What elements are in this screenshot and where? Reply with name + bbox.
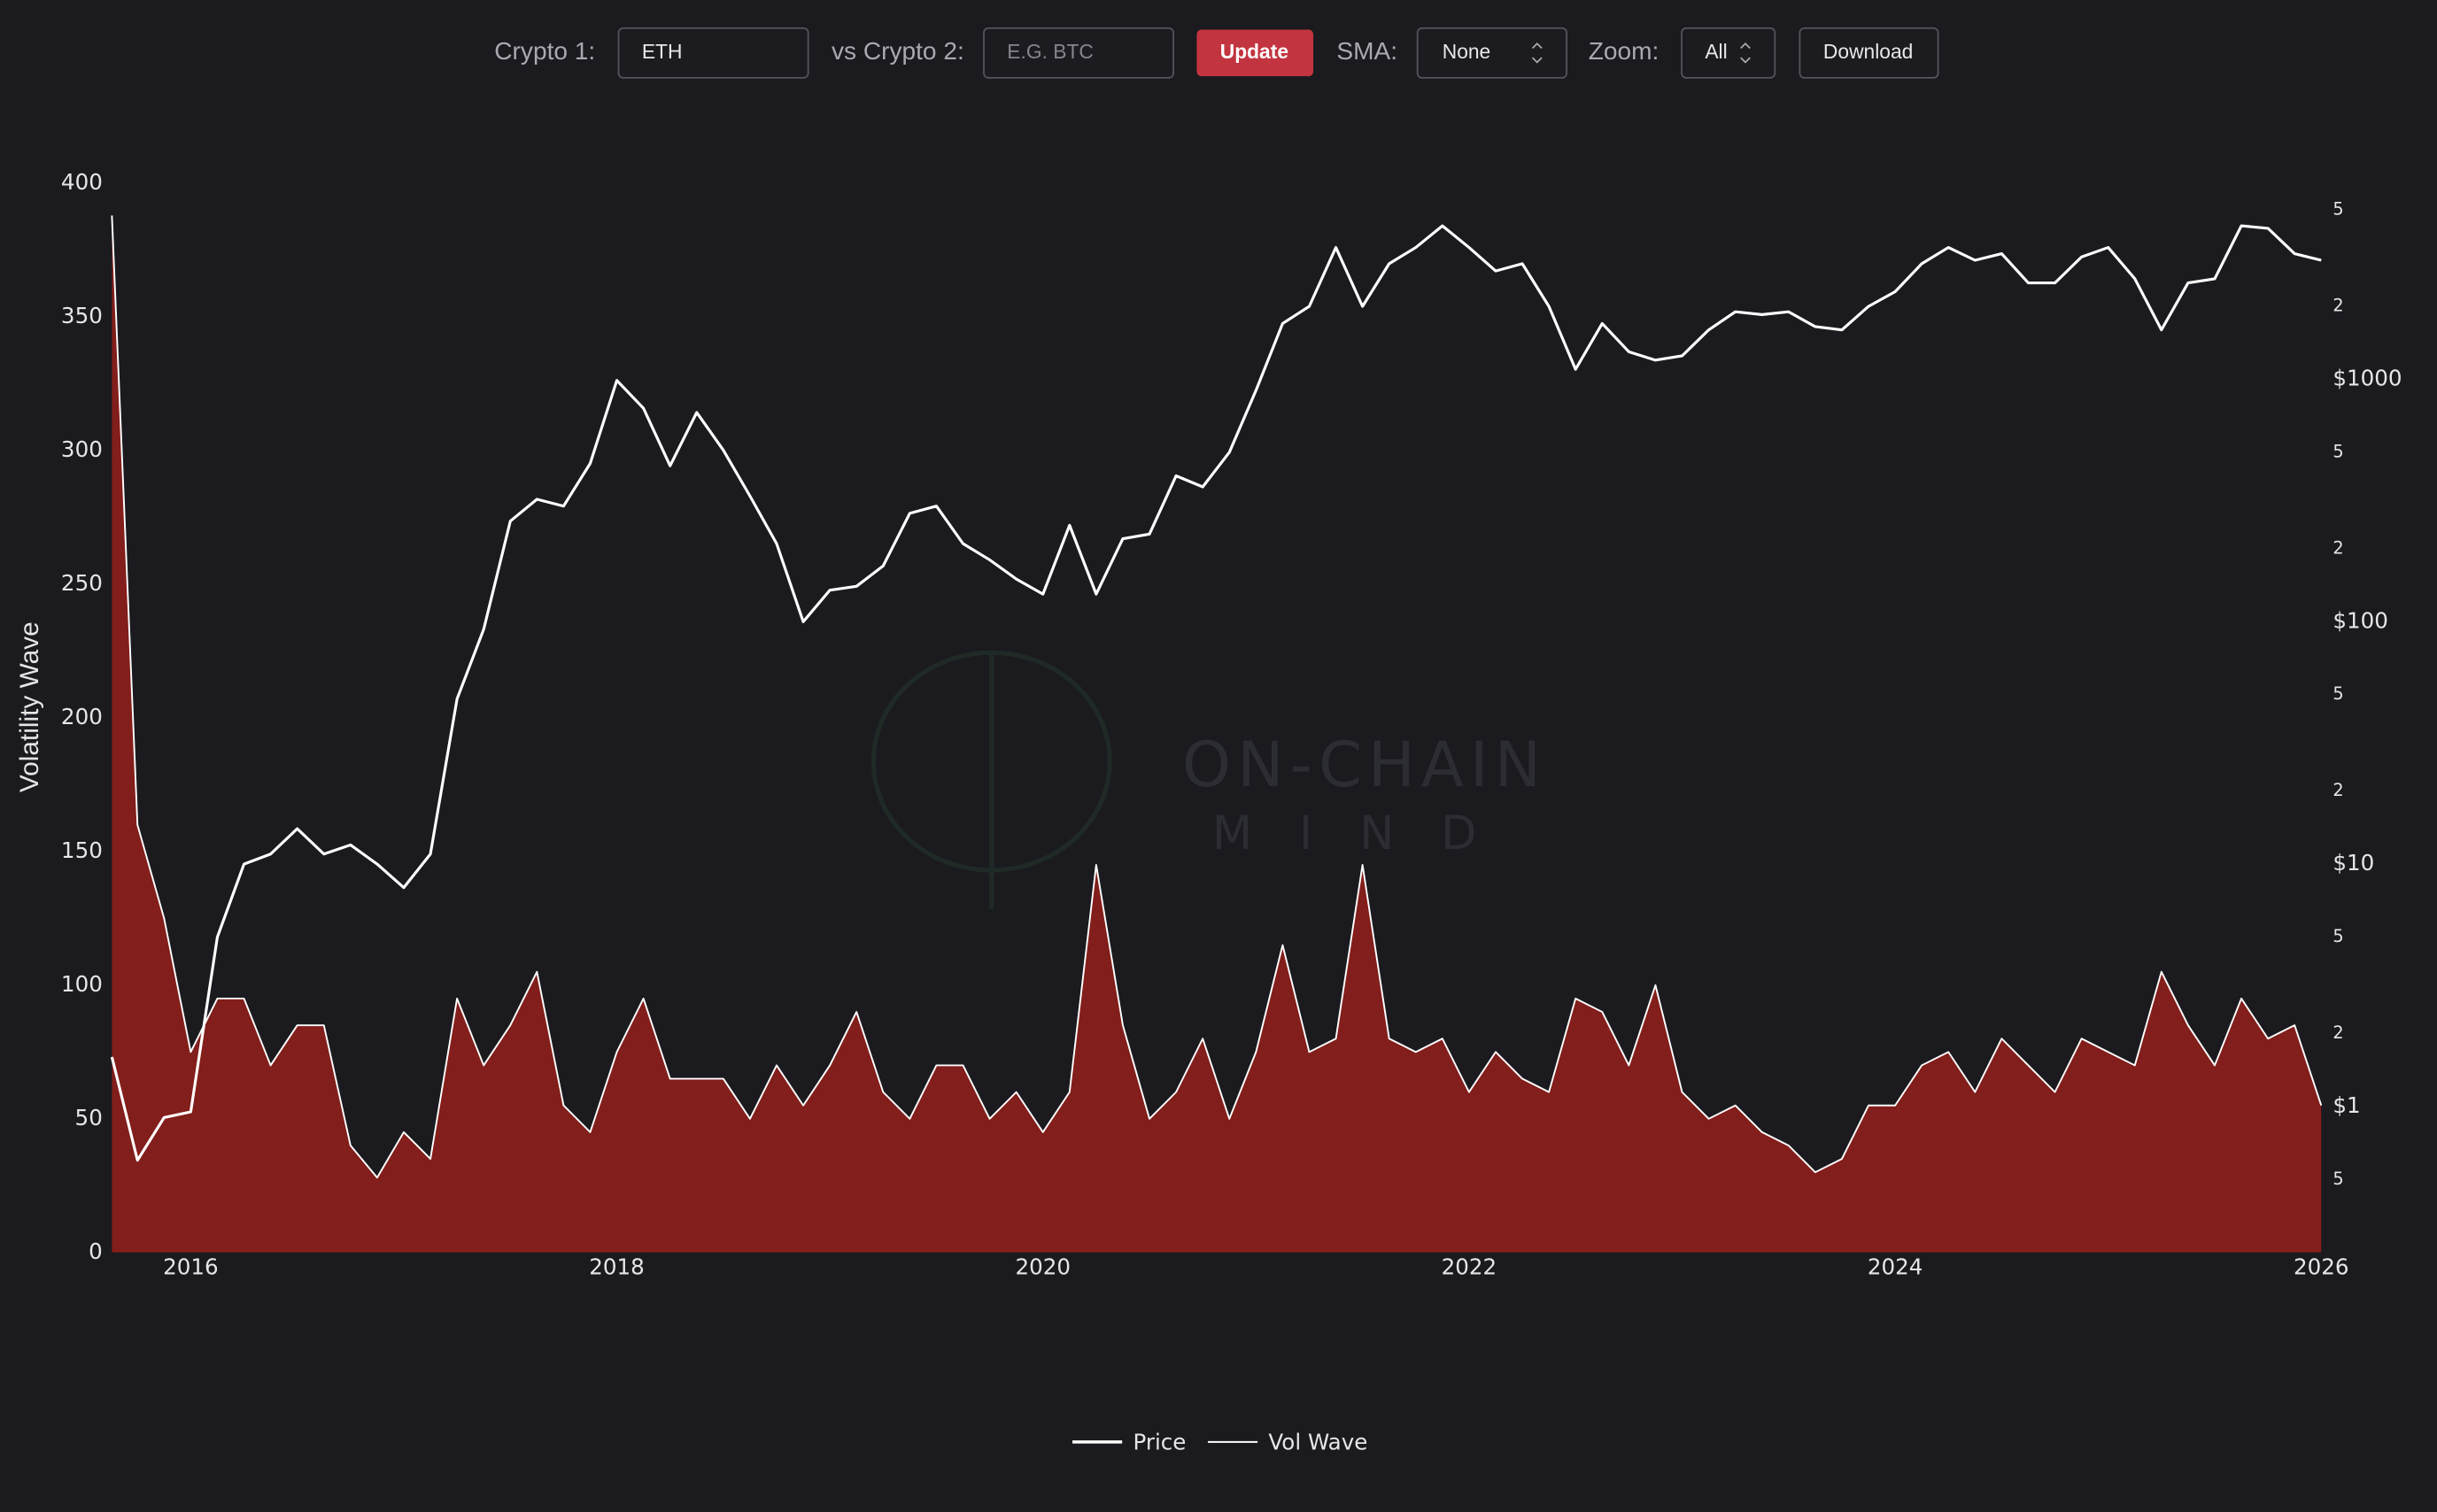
x-tick-label: 2020	[1015, 1254, 1071, 1279]
update-button[interactable]	[1196, 29, 1314, 77]
zoom-value[interactable]: All	[1705, 40, 1727, 63]
zoom-arrows	[1740, 42, 1751, 64]
y2-tick-label: 5	[2333, 926, 2343, 946]
y2-tick-label: $100	[2333, 607, 2388, 633]
crypto1-input[interactable]	[617, 27, 809, 79]
download-button-label[interactable]: Download	[1823, 40, 1913, 63]
y-tick-label: 200	[61, 704, 103, 729]
y-tick-label: 350	[61, 303, 103, 328]
sma-label: SMA:	[1336, 37, 1397, 65]
y2-tick-label: 2	[2333, 780, 2343, 800]
update-button-label[interactable]: Update	[1220, 40, 1288, 63]
zoom-select[interactable]	[1681, 27, 1776, 79]
y-axis-label: Volatility Wave	[15, 621, 44, 792]
crypto1-value[interactable]: ETH	[642, 40, 683, 63]
y-tick-label: 0	[89, 1238, 103, 1264]
y2-tick-label: 2	[2333, 1022, 2343, 1043]
y2-tick-label: 5	[2333, 199, 2343, 220]
sma-value[interactable]: None	[1443, 40, 1490, 63]
legend-label: Price	[1133, 1430, 1186, 1455]
plot: 0 50 100 150 200 250 300 350 400 5 $1 2 5 $10 2 5 $100 2 5…	[61, 169, 2402, 1454]
watermark-line1: ON-CHAIN	[1182, 729, 1547, 801]
area	[112, 215, 2322, 1253]
series-line	[110, 224, 2322, 1162]
y2-tick-label: $1000	[2333, 366, 2402, 391]
y2-tick-label: 5	[2333, 441, 2343, 461]
y2-tick-label: 5	[2333, 683, 2343, 704]
y2-tick-label: $10	[2333, 850, 2374, 876]
y-tick-label: 400	[61, 169, 103, 195]
download-button[interactable]	[1799, 27, 1939, 79]
x-tick-label: 2026	[2294, 1254, 2349, 1279]
y-tick-label: 100	[61, 971, 103, 997]
y2-tick-label: 5	[2333, 1169, 2343, 1189]
sma-arrows	[1531, 42, 1543, 64]
crypto2-label: vs Crypto 2:	[832, 37, 964, 65]
x-tick-label: 2016	[163, 1254, 219, 1279]
watermark: ON-CHAIN MIND	[870, 650, 1547, 909]
y-tick-label: 150	[61, 837, 103, 863]
y2-tick-label: 2	[2333, 296, 2343, 316]
y-tick-label: 50	[75, 1105, 103, 1130]
toolbar: Crypto 1: ETH vs Crypto 2: E.G. BTC Upda…	[494, 27, 1939, 79]
legend-label: Vol Wave	[1268, 1430, 1367, 1455]
x-tick-label: 2022	[1442, 1254, 1497, 1279]
x-tick-label: 2024	[1868, 1254, 1923, 1279]
y2-tick-label: $1	[2333, 1092, 2360, 1118]
y-tick-label: 300	[61, 436, 103, 462]
y2-tick-label: 2	[2333, 537, 2343, 558]
x-tick-label: 2018	[589, 1254, 645, 1279]
watermark-line2: MIND	[1212, 806, 1523, 860]
zoom-label: Zoom:	[1589, 37, 1659, 65]
sma-select[interactable]	[1416, 27, 1568, 79]
series-line	[111, 215, 2323, 1179]
crypto2-input[interactable]	[983, 27, 1174, 79]
crypto2-placeholder[interactable]: E.G. BTC	[1007, 40, 1094, 63]
crypto1-label: Crypto 1:	[494, 37, 595, 65]
y-tick-label: 250	[61, 570, 103, 596]
